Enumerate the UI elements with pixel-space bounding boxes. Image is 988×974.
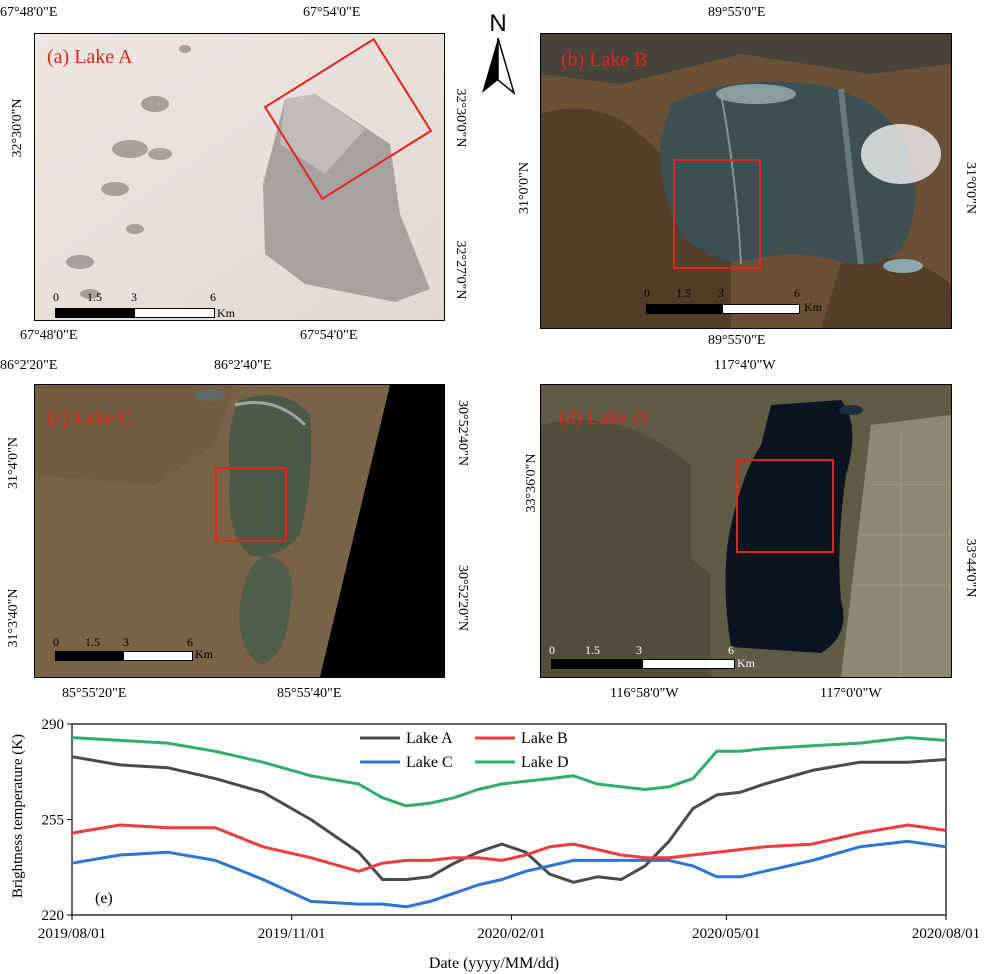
panel-b-label: (b) Lake B <box>561 49 648 71</box>
scale-bar-b <box>646 304 800 314</box>
y-tick-label-2: 290 <box>42 717 65 733</box>
scale-d-3: 6 <box>728 643 734 657</box>
panel-d-top-tick-1: 117°4'0"W <box>714 358 776 373</box>
y-tick-label-0: 220 <box>42 908 65 924</box>
panel-b-map: (b) Lake B 0 1.5 3 6 Km <box>540 33 952 329</box>
panel-a-right-tick-1: 32°30'0"N <box>453 88 468 148</box>
legend-label-lake-d: Lake D <box>521 754 569 771</box>
panel-d-roi-box <box>736 459 834 553</box>
panel-d-map: (d) Lake D 0 1.5 3 6 Km <box>540 384 952 678</box>
panel-a-bottom-tick-2: 67°54'0"E <box>300 328 358 343</box>
x-tick-label-1: 2019/11/01 <box>258 926 326 942</box>
brightness-temperature-chart: 220 255 290 2019/08/01 2019/11/01 2020/02/01 2… <box>10 717 980 972</box>
scale-b-1: 1.5 <box>676 286 691 300</box>
lake-a-image <box>35 34 444 320</box>
lake-c-image <box>35 385 444 677</box>
panel-b-roi-box <box>673 159 761 269</box>
series-line-lake-d <box>71 736 947 808</box>
scale-d-1: 1.5 <box>585 643 600 657</box>
panel-d-label: (d) Lake D <box>559 407 647 429</box>
series-line-lake-c <box>71 839 947 909</box>
lake-d-image <box>541 385 951 677</box>
panel-c-map: (c) Lake C 0 1.5 3 6 Km <box>34 384 445 678</box>
scale-d-unit: Km <box>737 656 755 670</box>
scale-c-2: 3 <box>123 635 129 649</box>
panel-a-bottom-tick-1: 67°48'0"E <box>20 328 78 343</box>
panel-c-left-tick-1: 31°4'0"N <box>6 437 21 489</box>
scale-bar-c <box>55 651 193 661</box>
panel-c-left-tick-2: 31°3'40"N <box>6 588 21 648</box>
scale-bar-d <box>551 659 735 669</box>
panel-b-right-tick-1: 31°0'0"N <box>963 162 978 214</box>
panel-c-roi-box <box>215 467 287 542</box>
lake-b-image <box>541 34 951 328</box>
scale-b-2: 3 <box>718 286 724 300</box>
north-arrow: N <box>478 10 518 100</box>
north-arrow-label: N <box>489 10 507 37</box>
panel-d-right-tick-1: 33°44'0"N <box>963 538 978 598</box>
panel-a-map: (a) Lake A 0 1.5 3 6 Km <box>34 33 445 321</box>
panel-d-left-tick-1: 33°36'0"N <box>524 453 539 513</box>
scale-d-0: 0 <box>549 643 555 657</box>
chart-frame <box>71 723 947 916</box>
scale-c-unit: Km <box>195 647 213 661</box>
panel-c-right-tick-2: 30°52'20"N <box>455 565 470 631</box>
scale-a-unit: Km <box>217 306 235 320</box>
panel-c-top-tick-1: 86°2'20"E <box>0 358 58 373</box>
x-tick-label-0: 2019/08/01 <box>38 926 106 942</box>
panel-b-left-tick-1: 31°0'0"N <box>517 162 532 214</box>
x-tick-label-2: 2020/02/01 <box>477 926 545 942</box>
scale-c-3: 6 <box>187 635 193 649</box>
scale-c-1: 1.5 <box>85 635 100 649</box>
panel-a-right-tick-2: 32°27'0"N <box>453 240 468 300</box>
scale-a-2: 3 <box>131 290 137 304</box>
legend-label-lake-a: Lake A <box>406 730 453 747</box>
panel-b-bottom-tick-1: 89°55'0"E <box>708 333 766 348</box>
x-tick-label-4: 2020/08/01 <box>912 926 980 942</box>
scale-bar-a <box>55 308 215 318</box>
scale-a-0: 0 <box>53 290 59 304</box>
panel-c-label: (c) Lake C <box>47 407 133 429</box>
panel-a-top-tick-2: 67°54'0"E <box>303 5 361 20</box>
series-line-lake-b <box>71 823 947 873</box>
chart-panel-label: (e) <box>95 890 113 907</box>
panel-c-right-tick-1: 30°52'40"N <box>455 400 470 466</box>
north-arrow-icon <box>482 37 516 96</box>
panel-a-label: (a) Lake A <box>47 46 133 68</box>
chart-xlabel: Date (yyyy/MM/dd) <box>429 955 559 972</box>
panel-a-top-tick-1: 67°48'0"E <box>0 5 58 20</box>
scale-d-2: 3 <box>636 643 642 657</box>
scale-b-3: 6 <box>794 286 800 300</box>
panel-c-bottom-tick-1: 85°55'20"E <box>62 686 127 701</box>
scale-a-1: 1.5 <box>87 290 102 304</box>
chart-ylabel: Brightness temperature (K) <box>10 734 26 898</box>
y-tick-label-1: 255 <box>42 813 65 829</box>
scale-b-unit: Km <box>804 300 822 314</box>
legend-label-lake-c: Lake C <box>406 754 453 771</box>
scale-c-0: 0 <box>53 635 59 649</box>
legend-label-lake-b: Lake B <box>521 730 568 747</box>
scale-b-0: 0 <box>644 286 650 300</box>
panel-b-top-tick-1: 89°55'0"E <box>708 5 766 20</box>
scale-a-3: 6 <box>210 290 216 304</box>
panel-c-bottom-tick-2: 85°55'40"E <box>277 686 342 701</box>
panel-c-top-tick-2: 86°2'40"E <box>214 358 272 373</box>
series-line-lake-a <box>71 755 947 884</box>
x-tick-label-3: 2020/05/01 <box>692 926 760 942</box>
panel-d-bottom-tick-1: 116°58'0"W <box>610 686 679 701</box>
panel-a-left-tick-1: 32°30'0"N <box>10 98 25 158</box>
panel-d-bottom-tick-2: 117°0'0"W <box>820 686 882 701</box>
